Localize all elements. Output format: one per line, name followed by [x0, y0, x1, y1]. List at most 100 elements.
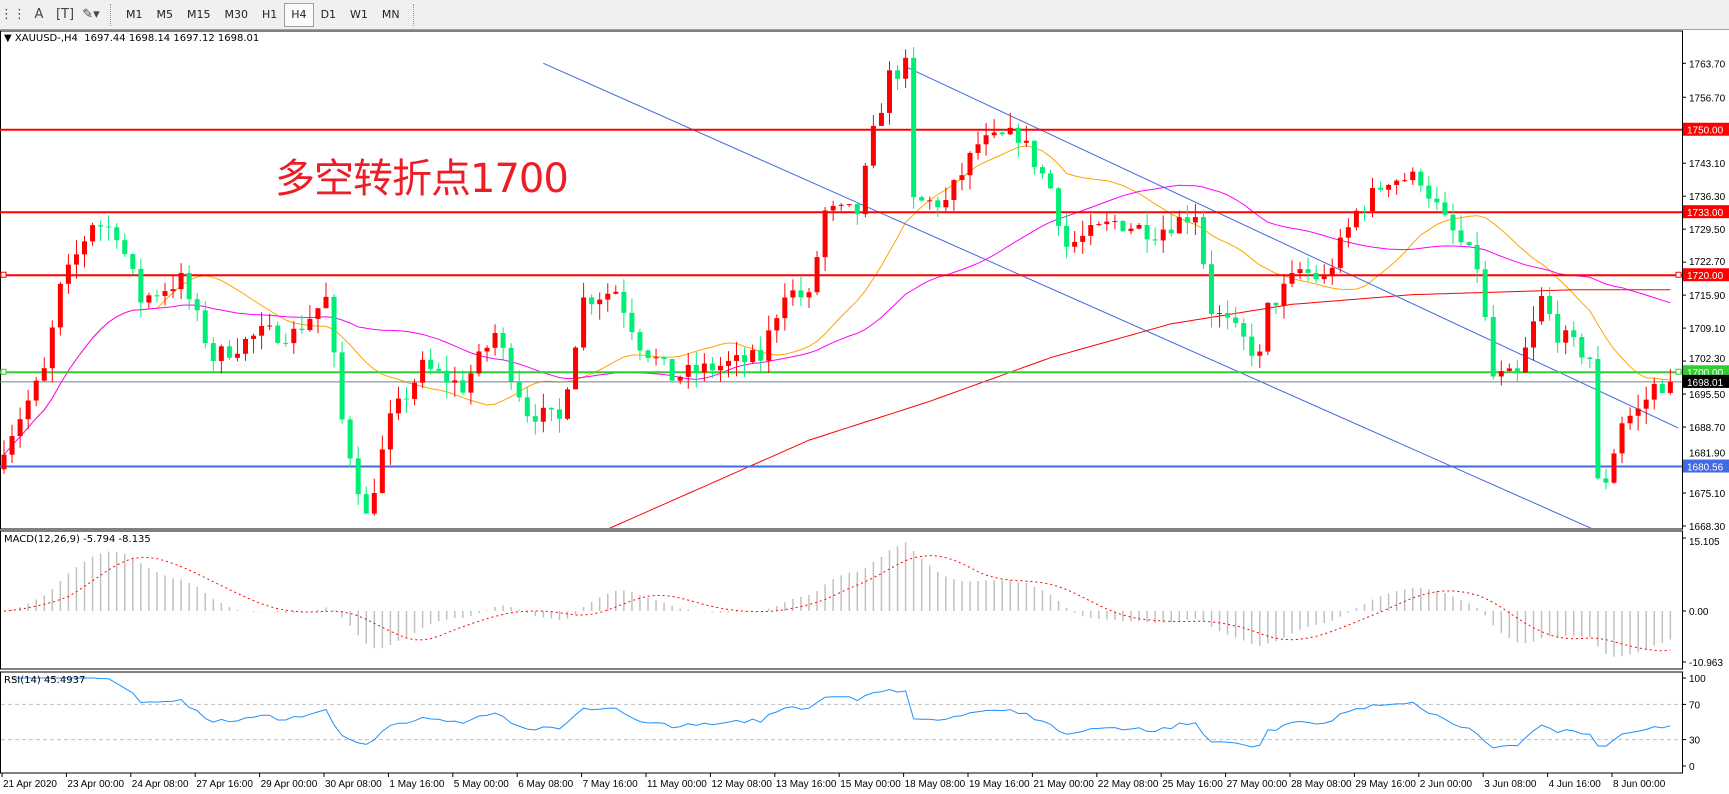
candle-body[interactable] [218, 346, 224, 361]
candle-body[interactable] [766, 330, 772, 361]
candle-body[interactable] [267, 325, 273, 327]
candle-body[interactable] [1176, 217, 1182, 234]
candle-body[interactable] [959, 175, 965, 181]
candle-body[interactable] [540, 407, 546, 422]
candle-body[interactable] [1539, 296, 1545, 322]
candle-body[interactable] [1112, 221, 1118, 223]
candle-body[interactable] [798, 290, 804, 298]
trendline[interactable] [543, 62, 1622, 542]
candle-body[interactable] [452, 380, 458, 383]
timeframe-m5[interactable]: M5 [156, 7, 174, 21]
candle-body[interactable] [170, 289, 176, 292]
candle-body[interactable] [404, 398, 409, 400]
candle-body[interactable] [1192, 217, 1198, 223]
timeframe-d1[interactable]: D1 [320, 7, 337, 21]
candle-body[interactable] [1619, 423, 1625, 454]
candle-body[interactable] [1096, 224, 1102, 226]
candle-body[interactable] [1, 454, 7, 470]
candle-body[interactable] [1305, 269, 1311, 273]
candle-body[interactable] [1257, 351, 1263, 356]
candle-body[interactable] [154, 295, 160, 297]
timeframe-w1[interactable]: W1 [350, 7, 368, 21]
grid-fibo-icon[interactable]: ⋮⋮ [0, 7, 26, 22]
candle-body[interactable] [1547, 296, 1553, 314]
candle-body[interactable] [339, 352, 345, 420]
candle-body[interactable] [1080, 235, 1086, 242]
candle-body[interactable] [1386, 184, 1392, 190]
candle-body[interactable] [315, 308, 321, 319]
candle-body[interactable] [1361, 210, 1367, 212]
candle-body[interactable] [516, 381, 522, 398]
candle-body[interactable] [1273, 302, 1279, 306]
candle-body[interactable] [436, 368, 442, 371]
candle-body[interactable] [1217, 313, 1223, 315]
candle-body[interactable] [251, 335, 257, 339]
candle-body[interactable] [927, 200, 933, 202]
collapse-triangle-icon[interactable]: ▼ [4, 33, 15, 44]
candle-body[interactable] [1378, 187, 1384, 190]
candle-body[interactable] [243, 338, 248, 354]
candle-body[interactable] [1490, 316, 1496, 377]
candle-body[interactable] [1410, 171, 1416, 181]
candle-body[interactable] [814, 257, 820, 293]
candle-body[interactable] [1466, 242, 1472, 246]
candle-body[interactable] [1345, 227, 1351, 238]
candle-body[interactable] [1370, 187, 1375, 212]
candle-body[interactable] [1394, 180, 1400, 185]
candle-body[interactable] [1571, 330, 1577, 338]
candle-body[interactable] [1072, 241, 1078, 247]
candle-body[interactable] [484, 347, 490, 352]
candle-body[interactable] [1595, 359, 1601, 479]
candle-body[interactable] [9, 436, 15, 455]
candle-body[interactable] [1514, 368, 1520, 373]
candle-body[interactable] [41, 368, 47, 381]
candle-body[interactable] [524, 397, 530, 417]
candle-body[interactable] [323, 296, 329, 309]
text-a-icon[interactable]: A [34, 7, 44, 22]
candle-body[interactable] [1225, 313, 1231, 318]
timeframe-h4[interactable]: H4 [284, 2, 314, 27]
candle-body[interactable] [371, 492, 377, 514]
candle-body[interactable] [1144, 225, 1150, 240]
candle-body[interactable] [226, 346, 232, 358]
candle-body[interactable] [1434, 198, 1440, 203]
candle-body[interactable] [1603, 478, 1609, 483]
candle-body[interactable] [774, 318, 780, 331]
candle-body[interactable] [1418, 171, 1424, 186]
candle-body[interactable] [1023, 140, 1029, 143]
candle-body[interactable] [645, 350, 651, 359]
candle-body[interactable] [1048, 173, 1053, 189]
candle-body[interactable] [1458, 230, 1464, 243]
candle-body[interactable] [1015, 127, 1021, 143]
candle-body[interactable] [677, 376, 683, 381]
candle-body[interactable] [130, 254, 136, 269]
candle-body[interactable] [1522, 347, 1528, 373]
line-anchor-handle[interactable] [1675, 368, 1682, 375]
candle-body[interactable] [903, 57, 909, 79]
timeframe-m1[interactable]: M1 [126, 7, 143, 21]
candle-body[interactable] [492, 333, 498, 348]
candle-body[interactable] [1563, 330, 1569, 343]
candle-body[interactable] [73, 254, 79, 265]
candle-body[interactable] [911, 57, 917, 198]
candle-body[interactable] [830, 205, 836, 211]
candle-body[interactable] [1152, 239, 1158, 241]
candle-body[interactable] [709, 363, 715, 371]
candle-body[interactable] [581, 297, 587, 348]
candle-body[interactable] [1281, 283, 1287, 306]
candle-body[interactable] [1104, 221, 1110, 225]
candle-body[interactable] [605, 293, 611, 300]
candle-body[interactable] [460, 380, 466, 393]
candle-body[interactable] [210, 343, 216, 361]
candle-body[interactable] [1313, 272, 1319, 280]
candle-body[interactable] [57, 283, 63, 328]
candle-body[interactable] [919, 197, 925, 201]
candle-body[interactable] [1233, 317, 1239, 324]
candle-body[interactable] [742, 355, 748, 363]
candle-body[interactable] [1482, 269, 1488, 317]
candle-body[interactable] [194, 299, 200, 311]
candle-body[interactable] [114, 227, 120, 241]
candle-body[interactable] [758, 350, 764, 361]
candle-body[interactable] [1056, 188, 1062, 226]
candle-body[interactable] [870, 125, 876, 166]
